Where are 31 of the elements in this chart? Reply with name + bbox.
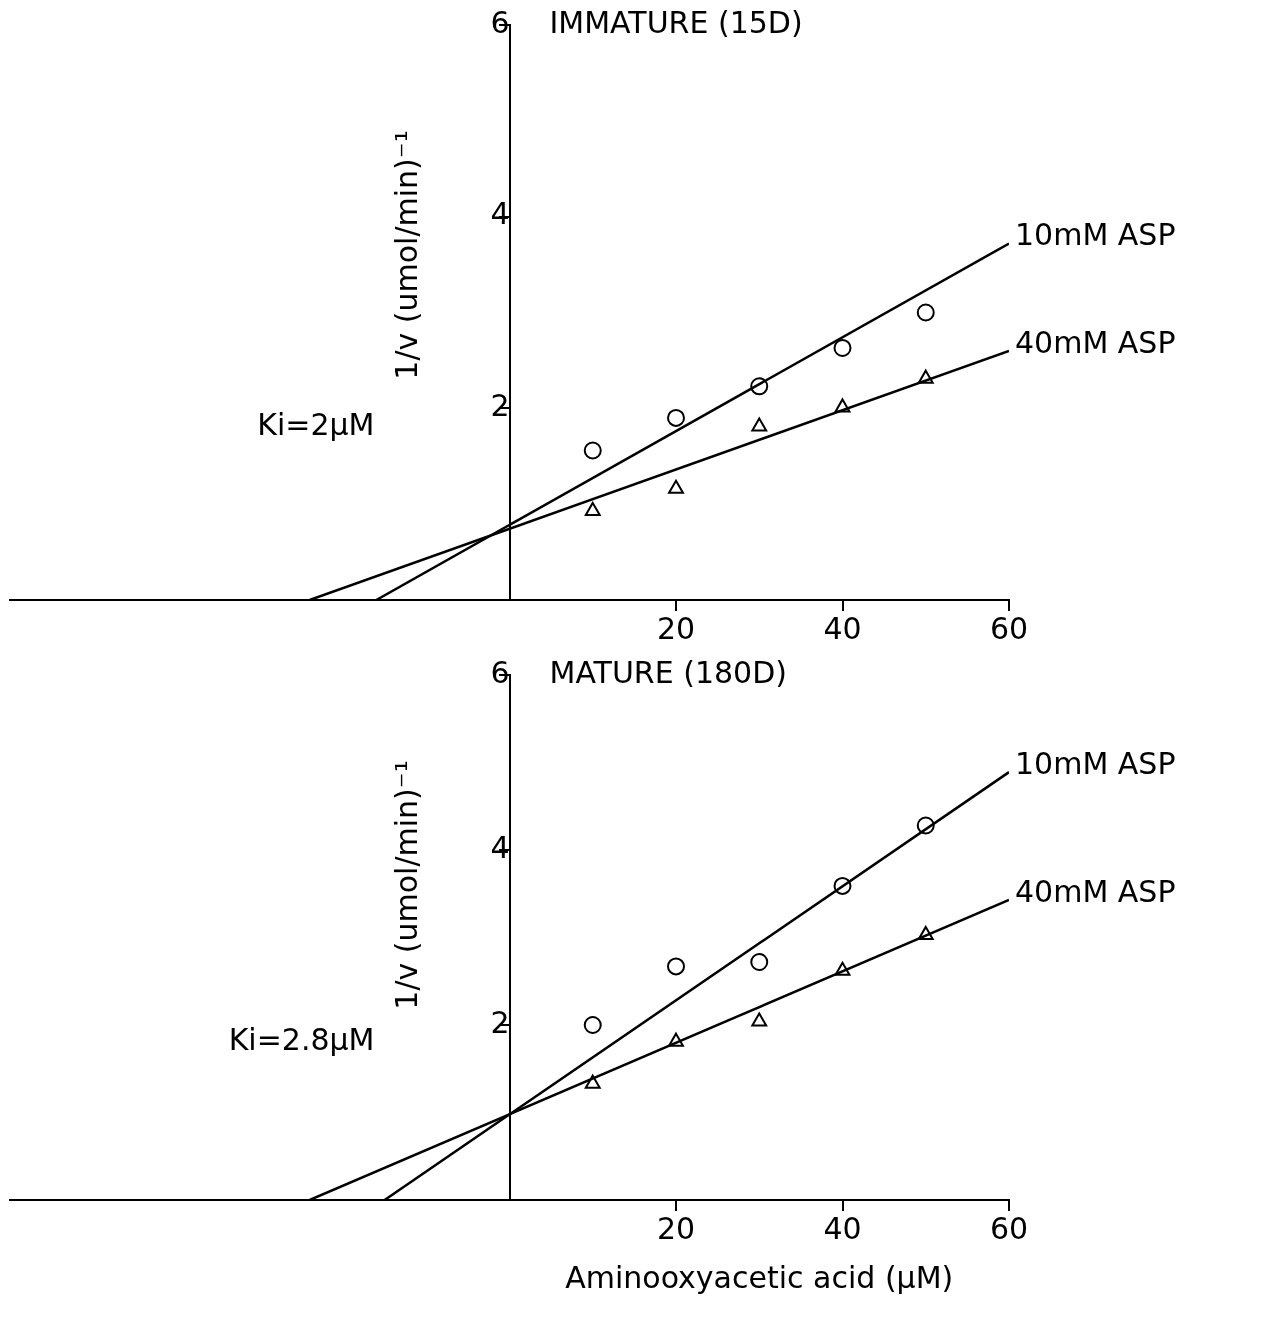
- x-tick-label: 60: [989, 1210, 1029, 1246]
- chart-title: IMMATURE (15D): [549, 4, 803, 40]
- series-label: 10mM ASP: [1015, 745, 1176, 781]
- y-tick-label: 6: [490, 4, 510, 40]
- x-tick-label: 20: [656, 1210, 696, 1246]
- point: [916, 816, 935, 835]
- x-tick-label: 40: [823, 610, 862, 646]
- x-tick-label: 20: [656, 610, 696, 646]
- x-tick-label: 40: [823, 1210, 862, 1246]
- point: [667, 957, 685, 976]
- point: [750, 953, 769, 971]
- point: [833, 876, 852, 895]
- chart-title: MATURE (180D): [549, 654, 787, 690]
- y-tick-label: 2: [490, 388, 510, 424]
- x-axis-title: Aminooxyacetic acid (µM): [565, 1259, 954, 1295]
- y-axis-title: 1/v (umol/min)⁻¹: [389, 130, 425, 380]
- annotation: Ki=2µM: [257, 407, 375, 443]
- point: [584, 1074, 601, 1089]
- annotation: Ki=2.8µM: [228, 1022, 375, 1058]
- y-tick-label: 6: [490, 654, 510, 690]
- series-label: 40mM ASP: [1015, 324, 1176, 360]
- series-label: 10mM ASP: [1015, 217, 1176, 253]
- point: [751, 1012, 768, 1027]
- point: [668, 1032, 684, 1047]
- series-label: 40mM ASP: [1015, 873, 1176, 909]
- point: [583, 1016, 602, 1034]
- point: [834, 961, 851, 976]
- y-axis-title: 1/v (umol/min)⁻¹: [389, 760, 425, 1010]
- y-tick-label: 2: [490, 1004, 510, 1040]
- point: [917, 925, 934, 940]
- x-tick-label: 60: [989, 610, 1029, 646]
